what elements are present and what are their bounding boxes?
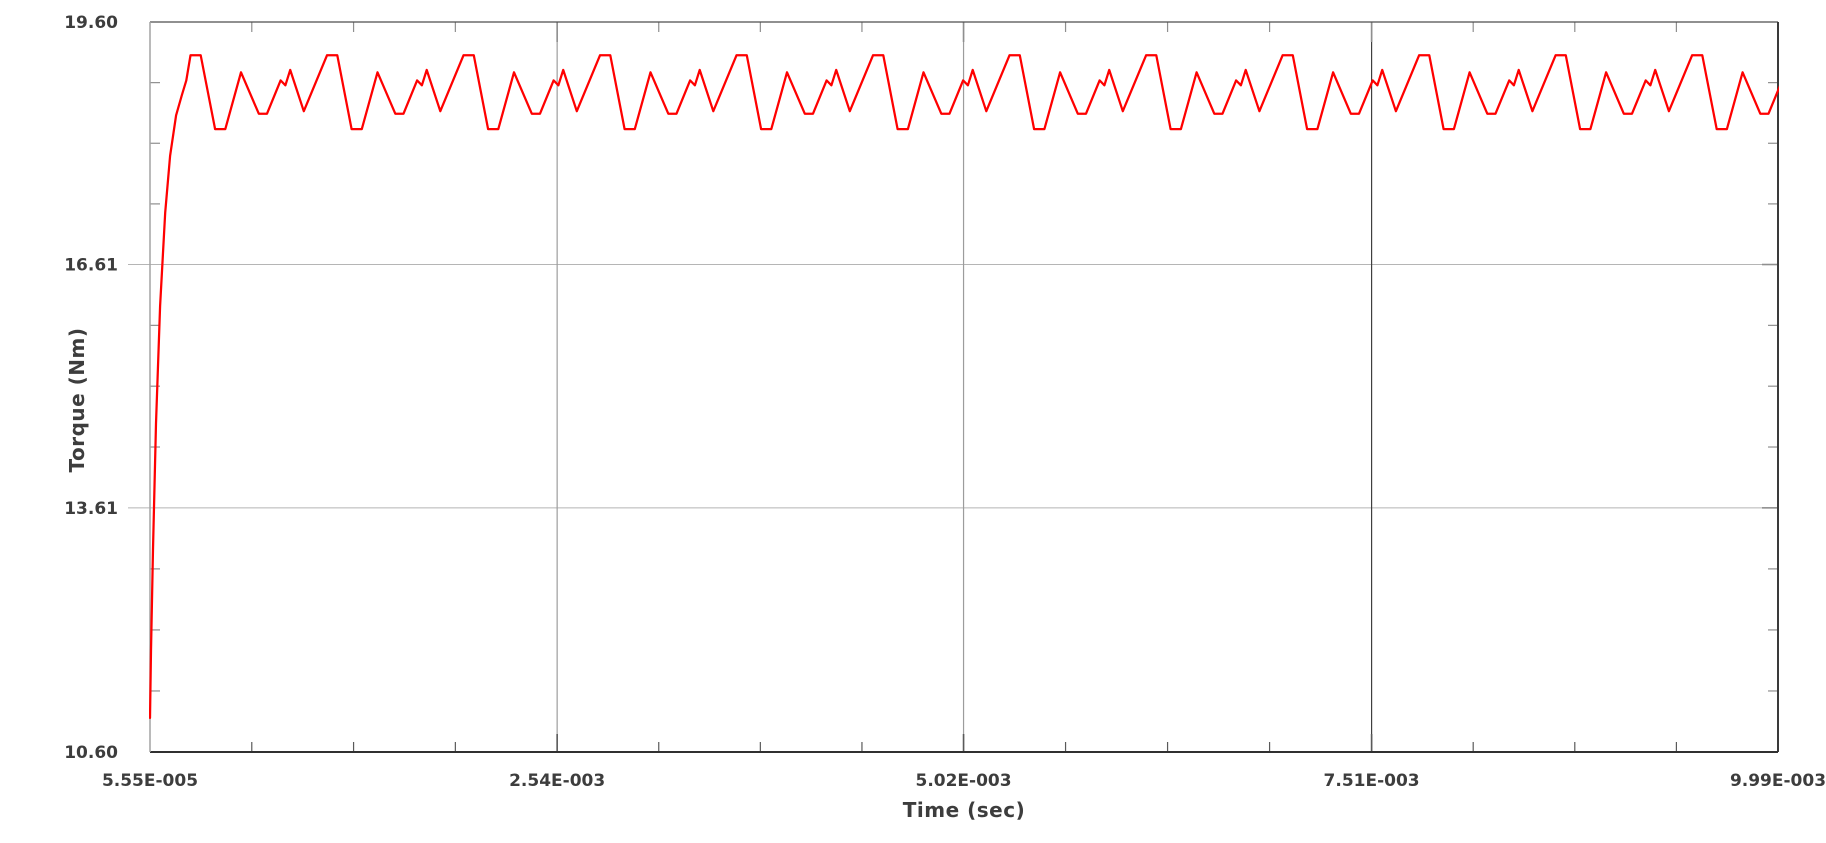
torque-line — [149, 54, 1779, 720]
y-tick-label: 13.61 — [64, 499, 118, 519]
y-tick-label: 19.60 — [64, 13, 118, 33]
y-axis-title: Torque (Nm) — [65, 327, 89, 473]
x-tick-label: 7.51E-003 — [1324, 771, 1420, 791]
x-tick-label: 9.99E-003 — [1730, 771, 1826, 791]
y-tick-label: 10.60 — [64, 743, 118, 763]
y-tick-label: 16.61 — [64, 256, 118, 276]
x-axis-title: Time (sec) — [902, 798, 1026, 822]
x-tick-label: 5.02E-003 — [915, 771, 1011, 791]
x-tick-label: 2.54E-003 — [509, 771, 605, 791]
x-tick-label: 5.55E-005 — [102, 771, 198, 791]
